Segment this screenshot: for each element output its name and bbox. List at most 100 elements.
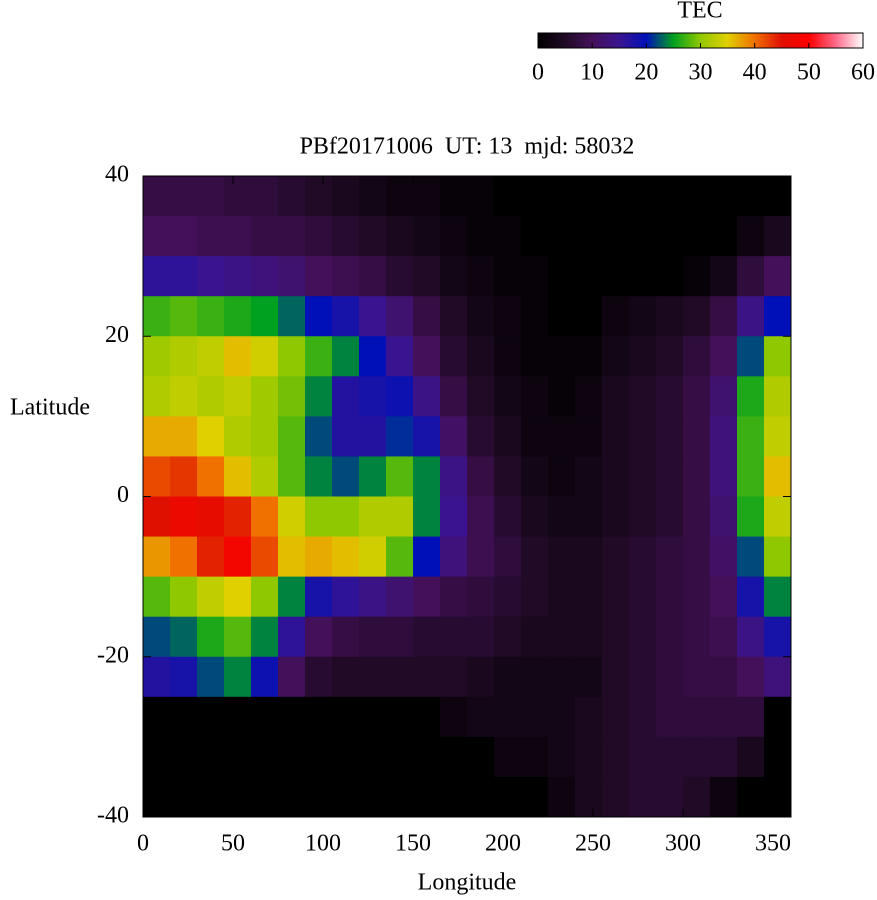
heat-cell xyxy=(359,456,387,497)
heat-cell xyxy=(683,416,711,457)
heat-cell xyxy=(224,456,252,497)
heat-cell xyxy=(143,376,171,417)
heat-cell xyxy=(467,736,495,778)
heat-cell xyxy=(548,576,576,618)
heat-cell xyxy=(656,176,684,217)
heat-cell xyxy=(737,456,765,497)
heat-cell xyxy=(737,776,765,818)
y-tick-label: 0 xyxy=(117,482,129,508)
heat-cell xyxy=(656,216,684,257)
heat-cell xyxy=(575,656,603,698)
heat-cell xyxy=(413,496,441,538)
heat-cell xyxy=(521,336,549,377)
heat-cell xyxy=(224,496,252,538)
x-tick-label: 50 xyxy=(221,831,245,857)
colorbar-tick-label: 30 xyxy=(689,60,713,86)
heat-cell xyxy=(521,696,549,738)
heat-cell xyxy=(656,456,684,497)
heat-cell xyxy=(440,776,468,818)
x-tick-label: 250 xyxy=(575,831,611,857)
heat-cell xyxy=(602,736,630,778)
heat-cell xyxy=(440,216,468,257)
heat-cell xyxy=(683,456,711,497)
heat-cell xyxy=(143,496,171,538)
heat-cell xyxy=(683,176,711,217)
heat-cell xyxy=(683,696,711,738)
heat-cell xyxy=(494,656,522,698)
heat-cell xyxy=(332,616,360,658)
heat-cell xyxy=(386,696,414,738)
heat-cell xyxy=(143,176,171,217)
heat-cell xyxy=(278,216,306,257)
heat-cell xyxy=(386,576,414,618)
heat-cell xyxy=(440,536,468,578)
heat-cell xyxy=(548,376,576,417)
heat-cell xyxy=(305,336,333,377)
heat-cell xyxy=(629,536,657,578)
colorbar-label: TEC xyxy=(677,0,722,24)
heat-cell xyxy=(710,376,738,417)
heat-cell xyxy=(278,296,306,337)
heat-cell xyxy=(305,776,333,818)
heat-cell xyxy=(305,376,333,417)
heat-cell xyxy=(575,496,603,538)
heat-cell xyxy=(521,216,549,257)
heat-cell xyxy=(197,616,225,658)
heat-cell xyxy=(683,576,711,618)
heat-cell xyxy=(575,256,603,297)
heat-cell xyxy=(494,576,522,618)
heat-cell xyxy=(629,256,657,297)
heat-cell xyxy=(683,376,711,417)
heat-cell xyxy=(575,776,603,818)
heat-cell xyxy=(143,536,171,578)
heat-cell xyxy=(413,776,441,818)
heat-cell xyxy=(332,696,360,738)
heat-cell xyxy=(683,256,711,297)
heat-cell xyxy=(413,616,441,658)
heat-cell xyxy=(332,496,360,538)
heat-cell xyxy=(143,736,171,778)
heat-cell xyxy=(737,376,765,417)
heat-cell xyxy=(197,696,225,738)
heat-cell xyxy=(170,576,198,618)
heat-cell xyxy=(494,776,522,818)
heat-cell xyxy=(440,336,468,377)
heat-cell xyxy=(467,456,495,497)
heat-cell xyxy=(332,736,360,778)
heat-cell xyxy=(197,296,225,337)
heat-cell xyxy=(305,256,333,297)
heat-cell xyxy=(548,736,576,778)
heat-cell xyxy=(170,736,198,778)
heat-cell xyxy=(170,536,198,578)
heat-cell xyxy=(764,456,792,497)
heat-cell xyxy=(332,376,360,417)
heat-cell xyxy=(224,376,252,417)
heat-cell xyxy=(683,736,711,778)
heat-cell xyxy=(683,616,711,658)
heat-cell xyxy=(548,336,576,377)
heat-cell xyxy=(764,656,792,698)
heat-cell xyxy=(413,376,441,417)
heat-cell xyxy=(629,656,657,698)
heat-cell xyxy=(305,296,333,337)
heat-cell xyxy=(170,656,198,698)
heat-cell xyxy=(440,656,468,698)
heat-cell xyxy=(386,656,414,698)
heat-cell xyxy=(359,736,387,778)
heat-cell xyxy=(521,536,549,578)
heat-cell xyxy=(332,416,360,457)
heat-cell xyxy=(143,576,171,618)
heat-cell xyxy=(251,656,279,698)
heat-cell xyxy=(170,336,198,377)
heat-cell xyxy=(224,176,252,217)
heat-cell xyxy=(359,616,387,658)
heat-cell xyxy=(305,496,333,538)
heat-cell xyxy=(251,736,279,778)
heat-cell xyxy=(305,456,333,497)
heat-cell xyxy=(737,256,765,297)
heat-cell xyxy=(656,376,684,417)
heat-cell xyxy=(359,296,387,337)
heat-cell xyxy=(494,496,522,538)
heat-cell xyxy=(386,256,414,297)
x-tick-label: 100 xyxy=(305,831,341,857)
